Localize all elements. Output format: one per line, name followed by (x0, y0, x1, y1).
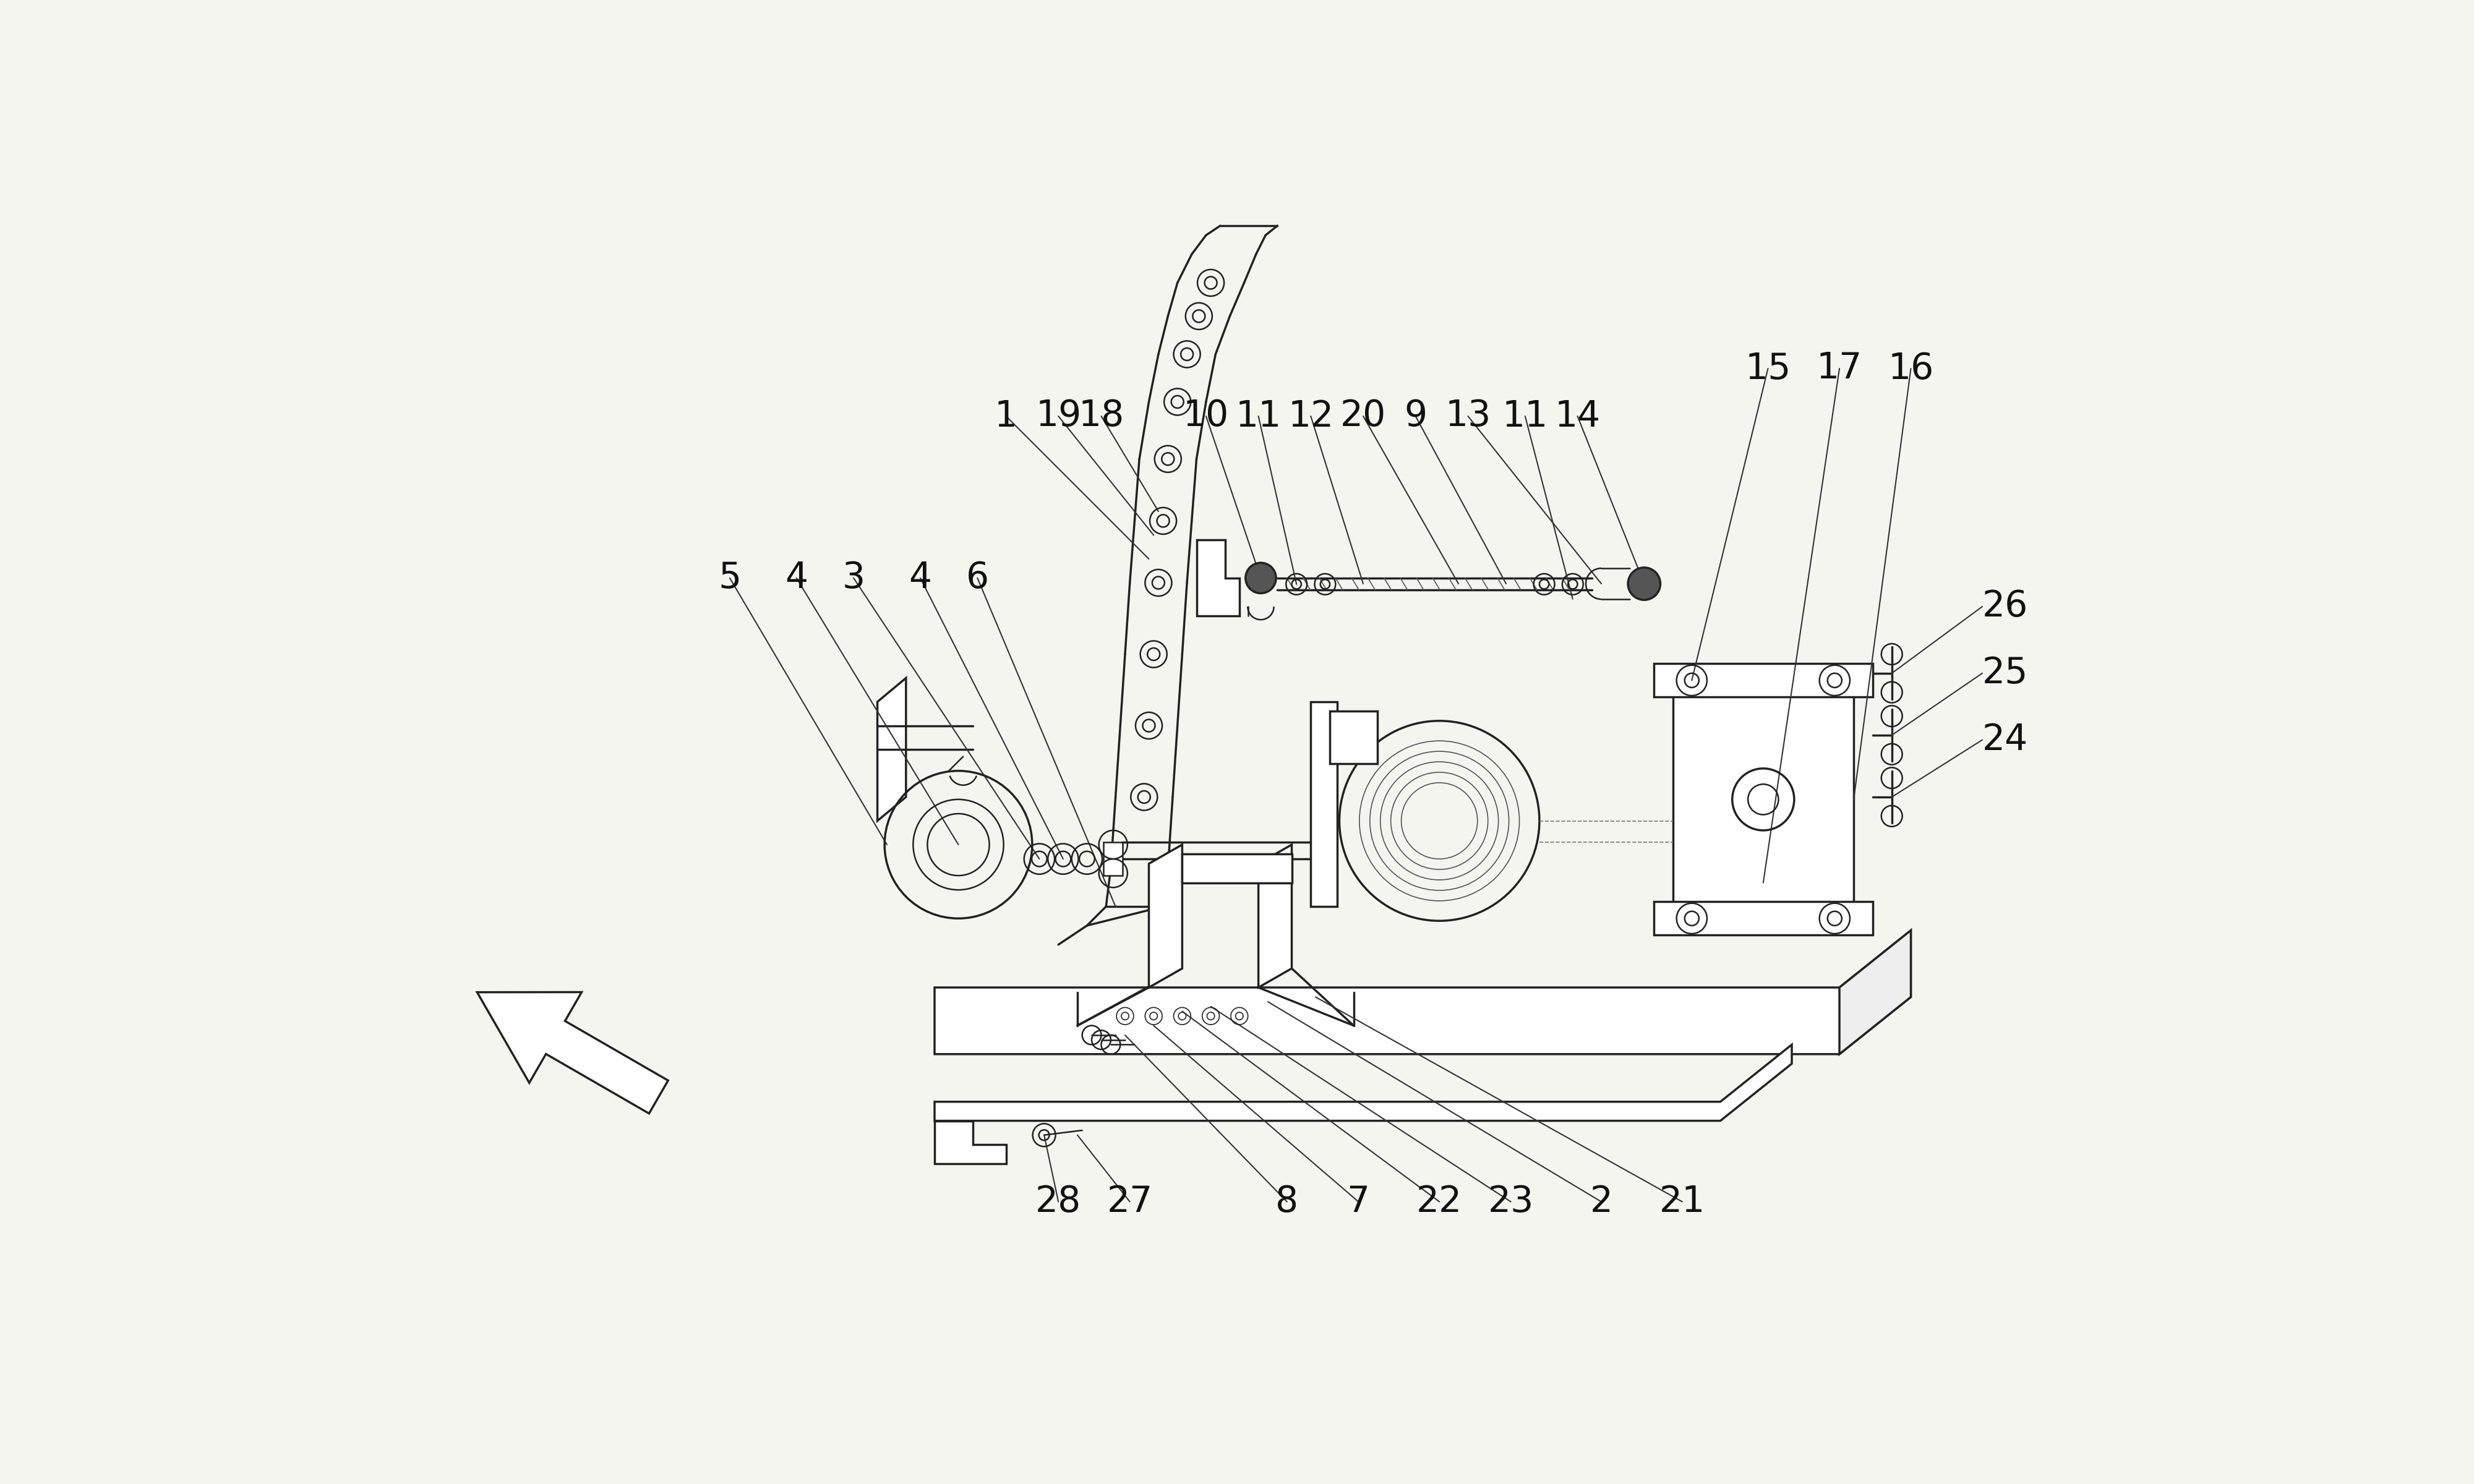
Text: 1: 1 (995, 399, 1017, 433)
Circle shape (1244, 562, 1277, 594)
Text: 27: 27 (1106, 1184, 1153, 1220)
Text: 26: 26 (1982, 589, 2029, 625)
Text: 20: 20 (1341, 399, 1385, 433)
Text: 12: 12 (1289, 399, 1333, 433)
Polygon shape (1653, 902, 1873, 935)
Polygon shape (1148, 844, 1183, 987)
Text: 11: 11 (1235, 399, 1282, 433)
Text: 8: 8 (1277, 1184, 1299, 1220)
Text: 9: 9 (1405, 399, 1427, 433)
Text: 16: 16 (1888, 350, 1935, 386)
Text: 24: 24 (1982, 723, 2029, 757)
Text: 5: 5 (717, 561, 742, 595)
Polygon shape (1183, 855, 1291, 883)
Text: 6: 6 (965, 561, 990, 595)
Polygon shape (1672, 692, 1853, 907)
Polygon shape (1653, 663, 1873, 697)
Text: 14: 14 (1554, 399, 1601, 433)
Polygon shape (935, 930, 1910, 1054)
Text: 4: 4 (784, 561, 809, 595)
Polygon shape (1841, 930, 1910, 1054)
Text: 25: 25 (1982, 656, 2029, 692)
Text: 19: 19 (1037, 399, 1081, 433)
Text: 23: 23 (1487, 1184, 1534, 1220)
Polygon shape (935, 1120, 1007, 1163)
Polygon shape (1311, 702, 1336, 907)
Text: 22: 22 (1418, 1184, 1462, 1220)
Polygon shape (1259, 844, 1291, 987)
Text: 3: 3 (841, 561, 866, 595)
Text: 4: 4 (908, 561, 933, 595)
Text: 13: 13 (1445, 399, 1492, 433)
Text: 15: 15 (1744, 350, 1791, 386)
Circle shape (1628, 567, 1660, 600)
Polygon shape (878, 678, 905, 821)
Text: 11: 11 (1502, 399, 1549, 433)
Text: 18: 18 (1079, 399, 1123, 433)
Text: 2: 2 (1591, 1184, 1613, 1220)
Polygon shape (935, 1045, 1791, 1120)
Text: 28: 28 (1037, 1184, 1081, 1220)
Polygon shape (477, 993, 668, 1113)
Polygon shape (1103, 843, 1123, 876)
Polygon shape (1331, 711, 1378, 764)
Text: 7: 7 (1346, 1184, 1371, 1220)
Polygon shape (1197, 540, 1239, 616)
Text: 17: 17 (1816, 350, 1863, 386)
Text: 10: 10 (1183, 399, 1230, 433)
Text: 21: 21 (1660, 1184, 1705, 1220)
